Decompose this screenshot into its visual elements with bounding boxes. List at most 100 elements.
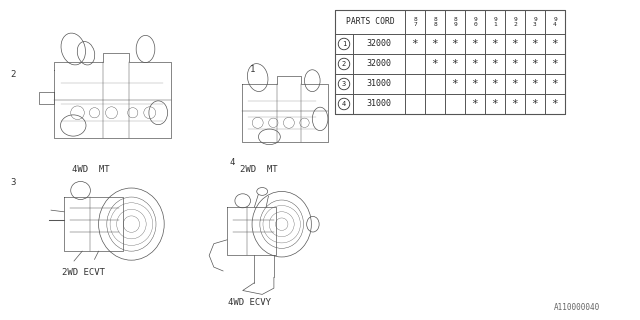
Bar <box>465 34 485 54</box>
Bar <box>445 10 465 34</box>
Text: 32000: 32000 <box>367 60 392 68</box>
Text: 2WD  MT: 2WD MT <box>240 165 278 174</box>
Bar <box>505 10 525 34</box>
Bar <box>425 10 445 34</box>
Text: *: * <box>492 39 499 49</box>
Text: 9
1: 9 1 <box>493 17 497 27</box>
Text: *: * <box>511 59 518 69</box>
Bar <box>545 54 565 74</box>
Text: 2: 2 <box>342 61 346 67</box>
Bar <box>445 54 465 74</box>
Bar <box>525 54 545 74</box>
Bar <box>465 54 485 74</box>
Bar <box>545 74 565 94</box>
Text: *: * <box>472 99 478 109</box>
Text: 2WD ECVT: 2WD ECVT <box>62 268 105 277</box>
Text: *: * <box>452 59 458 69</box>
Bar <box>525 10 545 34</box>
Text: 8
8: 8 8 <box>433 17 437 27</box>
Bar <box>405 34 425 54</box>
Text: A110000040: A110000040 <box>554 303 600 312</box>
Text: 1: 1 <box>250 65 255 74</box>
Text: *: * <box>452 39 458 49</box>
Text: *: * <box>492 79 499 89</box>
Bar <box>425 54 445 74</box>
Bar <box>335 54 353 74</box>
Bar <box>405 94 425 114</box>
Text: 4: 4 <box>342 101 346 107</box>
Bar <box>465 74 485 94</box>
Text: *: * <box>431 59 438 69</box>
Bar <box>445 34 465 54</box>
Text: *: * <box>412 39 419 49</box>
Bar <box>335 10 405 34</box>
Bar <box>525 74 545 94</box>
Bar <box>425 74 445 94</box>
Text: *: * <box>552 59 558 69</box>
Text: 3: 3 <box>10 178 15 187</box>
Text: 4: 4 <box>230 158 236 167</box>
Text: *: * <box>511 39 518 49</box>
Bar <box>335 34 353 54</box>
Text: 9
3: 9 3 <box>533 17 537 27</box>
Text: 9
0: 9 0 <box>473 17 477 27</box>
Bar <box>335 94 353 114</box>
Bar <box>405 54 425 74</box>
Bar <box>485 74 505 94</box>
Text: *: * <box>452 79 458 89</box>
Text: 4WD  MT: 4WD MT <box>72 165 109 174</box>
Bar <box>353 74 405 94</box>
Text: 4WD ECVY: 4WD ECVY <box>228 298 271 307</box>
Bar <box>505 94 525 114</box>
Text: *: * <box>532 39 538 49</box>
Text: *: * <box>511 99 518 109</box>
Bar <box>545 34 565 54</box>
Bar <box>353 94 405 114</box>
Text: 31000: 31000 <box>367 79 392 89</box>
Text: *: * <box>492 99 499 109</box>
Bar <box>505 74 525 94</box>
Bar <box>445 94 465 114</box>
Text: *: * <box>552 39 558 49</box>
Bar <box>465 94 485 114</box>
Bar <box>465 10 485 34</box>
Text: *: * <box>472 39 478 49</box>
Bar <box>485 94 505 114</box>
Bar <box>425 34 445 54</box>
Text: *: * <box>511 79 518 89</box>
Text: *: * <box>552 99 558 109</box>
Text: 32000: 32000 <box>367 39 392 49</box>
Bar <box>485 54 505 74</box>
Bar <box>545 94 565 114</box>
Text: *: * <box>472 79 478 89</box>
Bar <box>405 10 425 34</box>
Bar <box>505 34 525 54</box>
Bar <box>445 74 465 94</box>
Text: 8
9: 8 9 <box>453 17 457 27</box>
Text: *: * <box>532 59 538 69</box>
Bar <box>485 10 505 34</box>
Bar <box>525 94 545 114</box>
Text: *: * <box>552 79 558 89</box>
Text: *: * <box>492 59 499 69</box>
Text: 8
7: 8 7 <box>413 17 417 27</box>
Bar <box>335 10 565 114</box>
Bar <box>545 10 565 34</box>
Text: 2: 2 <box>10 70 15 79</box>
Bar <box>505 54 525 74</box>
Bar <box>405 74 425 94</box>
Text: *: * <box>532 79 538 89</box>
Bar <box>485 34 505 54</box>
Text: PARTS CORD: PARTS CORD <box>346 18 394 27</box>
Bar <box>353 34 405 54</box>
Text: 1: 1 <box>342 41 346 47</box>
Text: *: * <box>472 59 478 69</box>
Text: *: * <box>532 99 538 109</box>
Text: 3: 3 <box>342 81 346 87</box>
Bar <box>525 34 545 54</box>
Bar <box>335 74 353 94</box>
Text: 9
4: 9 4 <box>553 17 557 27</box>
Bar <box>425 94 445 114</box>
Bar <box>353 54 405 74</box>
Text: 9
2: 9 2 <box>513 17 517 27</box>
